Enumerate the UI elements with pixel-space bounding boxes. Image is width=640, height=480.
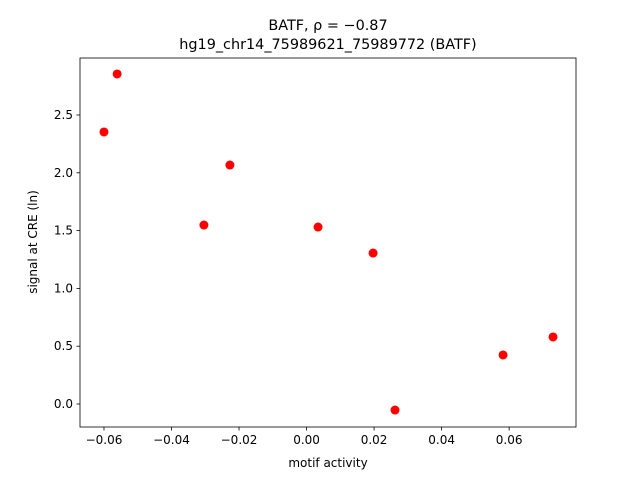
point <box>112 69 122 79</box>
chart-title: BATF, ρ = −0.87 <box>268 18 387 34</box>
y-tick-label: 1.0 <box>54 281 73 295</box>
x-tick-label: −0.02 <box>221 433 258 447</box>
point <box>548 332 558 342</box>
point <box>199 220 209 230</box>
plot-frame <box>79 57 577 428</box>
point <box>99 127 109 137</box>
y-tick-label: 2.0 <box>54 166 73 180</box>
y-tick-label: 1.5 <box>54 224 73 238</box>
y-axis-label: signal at CRE (ln) <box>26 190 40 294</box>
y-tick-label: 0.0 <box>54 397 73 411</box>
x-tick-label: 0.04 <box>428 433 455 447</box>
point <box>225 160 235 170</box>
x-tick-label: 0.02 <box>361 433 388 447</box>
chart-subtitle: hg19_chr14_75989621_75989772 (BATF) <box>179 37 476 53</box>
x-tick-label: −0.06 <box>86 433 123 447</box>
x-axis-label: motif activity <box>288 456 367 470</box>
x-tick-label: 0.06 <box>496 433 523 447</box>
y-tick-label: 0.5 <box>54 339 73 353</box>
x-tick-label: 0.00 <box>293 433 320 447</box>
point <box>498 350 508 360</box>
y-tick-label: 2.5 <box>54 108 73 122</box>
x-tick-label: −0.04 <box>153 433 190 447</box>
point <box>313 222 323 232</box>
point <box>368 248 378 258</box>
point <box>390 405 400 415</box>
